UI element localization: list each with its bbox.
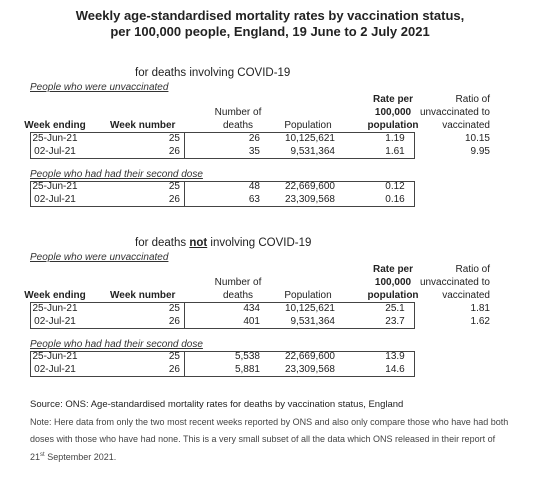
column-separator: [184, 351, 185, 377]
section-heading: for deaths not involving COVID-19: [135, 236, 311, 250]
cell: 25: [168, 351, 180, 362]
cell: 10.15: [464, 133, 490, 144]
column-header: unvaccinated to: [419, 107, 490, 118]
group-label: People who were unvaccinated: [30, 252, 169, 263]
column-separator: [184, 132, 185, 159]
column-header: Week ending: [24, 290, 86, 301]
heading-part: not: [189, 237, 208, 249]
cell: 10,125,621: [284, 303, 335, 314]
cell: 02-Jul-21: [34, 316, 76, 327]
cell: 22,669,600: [284, 351, 335, 362]
note-text: September 2021.: [44, 452, 117, 462]
cell: 0.12: [385, 181, 405, 192]
cell: 1.19: [385, 133, 405, 144]
cell: 25-Jun-21: [32, 181, 78, 192]
note-text: Note: Here data from only the two most r…: [30, 417, 509, 462]
cell: 1.61: [385, 146, 405, 157]
cell: 02-Jul-21: [34, 364, 76, 375]
heading-part: for deaths involving COVID-19: [135, 67, 291, 79]
cell: 25-Jun-21: [32, 303, 78, 314]
cell: 23,309,568: [284, 364, 335, 375]
column-separator: [184, 302, 185, 329]
cell: 0.16: [385, 194, 405, 205]
cell: 434: [243, 303, 260, 314]
column-header: 100,000: [374, 107, 412, 118]
column-header: Week number: [110, 290, 176, 301]
column-header: population: [367, 120, 419, 131]
cell: 9,531,364: [290, 316, 336, 327]
table-box: [30, 302, 415, 329]
column-header: Population: [284, 120, 332, 131]
cell: 35: [248, 146, 260, 157]
heading-part: for deaths: [135, 237, 190, 249]
column-header: Week ending: [24, 120, 86, 131]
cell: 1.81: [470, 303, 490, 314]
cell: 25: [168, 303, 180, 314]
cell: 5,538: [234, 351, 260, 362]
title-line: per 100,000 people, England, 19 June to …: [110, 24, 430, 39]
cell: 13.9: [385, 351, 405, 362]
group-label: People who had had their second dose: [30, 169, 203, 180]
title-line: Weekly age-standardised mortality rates …: [75, 8, 465, 23]
cell: 23,309,568: [284, 194, 335, 205]
cell: 10,125,621: [284, 133, 335, 144]
column-header: deaths: [222, 290, 254, 301]
cell: 26: [168, 194, 180, 205]
cell: 63: [248, 194, 260, 205]
column-separator: [184, 181, 185, 207]
cell: 5,881: [234, 364, 260, 375]
column-header: population: [367, 290, 419, 301]
cell: 02-Jul-21: [34, 146, 76, 157]
cell: 25-Jun-21: [32, 351, 78, 362]
cell: 26: [168, 316, 180, 327]
column-header: vaccinated: [442, 290, 490, 301]
column-header: unvaccinated to: [419, 277, 490, 288]
note: Note: Here data from only the two most r…: [30, 414, 510, 466]
cell: 9.95: [470, 146, 490, 157]
cell: 48: [248, 181, 260, 192]
column-header: Ratio of: [455, 264, 490, 275]
column-header: 100,000: [374, 277, 412, 288]
source: Source: ONS: Age-standardised mortality …: [30, 399, 404, 410]
column-header: Number of: [214, 277, 262, 288]
cell: 14.6: [385, 364, 405, 375]
table-box: [30, 351, 415, 377]
column-header: Week number: [110, 120, 176, 131]
cell: 02-Jul-21: [34, 194, 76, 205]
cell: 1.62: [470, 316, 490, 327]
cell: 401: [243, 316, 260, 327]
cell: 23.7: [385, 316, 405, 327]
cell: 25.1: [385, 303, 405, 314]
cell: 26: [168, 146, 180, 157]
column-header: Rate per: [372, 264, 414, 275]
group-label: People who had had their second dose: [30, 339, 203, 350]
heading-part: involving COVID-19: [207, 237, 312, 249]
cell: 22,669,600: [284, 181, 335, 192]
group-label: People who were unvaccinated: [30, 82, 169, 93]
column-header: Number of: [214, 107, 262, 118]
column-header: Rate per: [372, 94, 414, 105]
column-header: Ratio of: [455, 94, 490, 105]
cell: 25: [168, 133, 180, 144]
column-header: vaccinated: [442, 120, 490, 131]
cell: 26: [248, 133, 260, 144]
cell: 9,531,364: [290, 146, 336, 157]
table-box: [30, 132, 415, 159]
column-header: Population: [284, 290, 332, 301]
cell: 25-Jun-21: [32, 133, 78, 144]
cell: 25: [168, 181, 180, 192]
note-superscript: st: [40, 452, 45, 458]
table-box: [30, 181, 415, 207]
column-header: deaths: [222, 120, 254, 131]
section-heading: for deaths involving COVID-19: [135, 66, 290, 80]
cell: 26: [168, 364, 180, 375]
